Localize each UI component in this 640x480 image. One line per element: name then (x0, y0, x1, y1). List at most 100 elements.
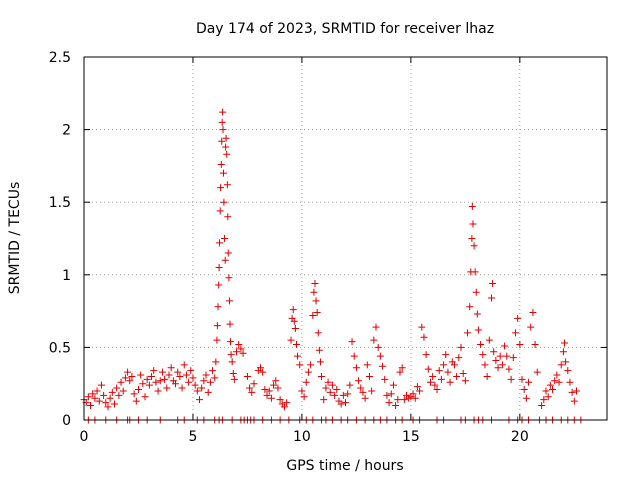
data-point (318, 372, 326, 380)
data-point (272, 377, 280, 385)
x-axis-label: GPS time / hours (286, 458, 403, 474)
data-point (93, 387, 101, 395)
data-point (226, 320, 234, 328)
data-point (472, 288, 480, 296)
data-point (222, 143, 230, 151)
data-point (326, 388, 334, 396)
data-point (213, 336, 221, 344)
data-point (128, 372, 136, 380)
data-point (219, 126, 227, 134)
data-point (314, 329, 322, 337)
data-point (100, 391, 108, 399)
data-point (223, 150, 231, 158)
data-point (509, 354, 517, 362)
data-point (315, 346, 323, 354)
data-point (555, 378, 563, 386)
data-point (355, 377, 363, 385)
data-point (111, 400, 119, 408)
data-point (570, 397, 578, 405)
data-point (444, 368, 452, 376)
data-point (333, 386, 341, 394)
data-point (307, 361, 315, 369)
data-point (91, 394, 99, 402)
data-point (426, 378, 434, 386)
data-point (396, 368, 404, 376)
data-point (235, 340, 243, 348)
axis-ticks: 0 5 10 15 20 0 0.5 1 1.5 2 2.5 (49, 50, 607, 445)
data-point (457, 343, 465, 351)
data-point (218, 137, 226, 145)
data-point (222, 134, 230, 142)
data-point (156, 377, 164, 385)
data-point (189, 374, 197, 382)
data-point (400, 396, 408, 404)
data-point (374, 343, 382, 351)
data-point (174, 368, 182, 376)
data-point (104, 403, 112, 411)
data-point (217, 160, 225, 168)
data-point (559, 348, 567, 356)
data-point (488, 294, 496, 302)
data-point (339, 391, 347, 399)
data-point (328, 381, 336, 389)
data-point (572, 387, 580, 395)
data-point (557, 361, 565, 369)
data-point (212, 358, 220, 366)
data-point (132, 397, 140, 405)
data-point (331, 391, 339, 399)
data-point (503, 352, 511, 360)
x-tick-label: 15 (402, 429, 420, 445)
data-point (540, 396, 548, 404)
data-point (479, 351, 487, 359)
data-point (290, 317, 298, 325)
data-point (311, 280, 319, 288)
data-point (154, 387, 162, 395)
data-point (227, 351, 235, 359)
data-point (259, 368, 267, 376)
data-point (413, 383, 421, 391)
data-point (320, 396, 328, 404)
data-point (117, 378, 125, 386)
x-tick-label: 0 (80, 429, 89, 445)
data-point (485, 336, 493, 344)
data-point (442, 351, 450, 359)
data-point (143, 375, 151, 383)
data-point (230, 375, 238, 383)
data-point (172, 380, 180, 388)
data-point (206, 378, 214, 386)
data-point (549, 386, 557, 394)
data-point (435, 367, 443, 375)
data-point (292, 340, 300, 348)
y-tick-label: 2 (62, 123, 71, 139)
data-point (489, 280, 497, 288)
data-point (225, 274, 233, 282)
data-point (124, 368, 132, 376)
data-point (216, 239, 224, 247)
data-point (381, 375, 389, 383)
data-point (422, 351, 430, 359)
data-point (387, 390, 395, 398)
data-point (219, 169, 227, 177)
data-point (209, 367, 217, 375)
data-point (553, 371, 561, 379)
data-point (233, 348, 241, 356)
data-point (470, 242, 478, 250)
y-tick-label: 2.5 (49, 50, 71, 66)
data-point (477, 340, 485, 348)
data-point (544, 393, 552, 401)
data-point (392, 401, 400, 409)
data-point (216, 207, 224, 215)
data-point (95, 397, 103, 405)
data-point (522, 394, 530, 402)
data-point (446, 378, 454, 386)
data-point (352, 364, 360, 372)
data-point (394, 396, 402, 404)
data-points (80, 108, 585, 424)
data-point (533, 368, 541, 376)
data-point (398, 364, 406, 372)
data-point (302, 378, 310, 386)
data-point (226, 297, 234, 305)
data-point (220, 198, 228, 206)
data-point (113, 384, 121, 392)
